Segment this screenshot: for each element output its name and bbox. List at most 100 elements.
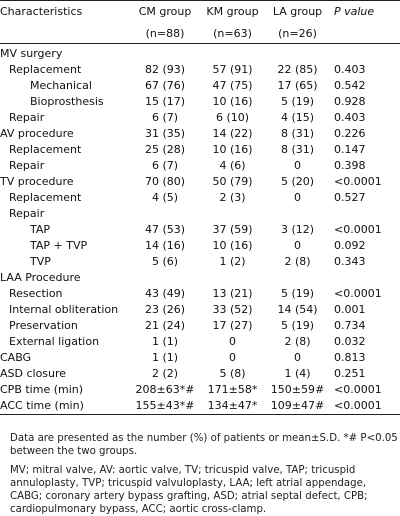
km-value: 10 (16) xyxy=(212,239,253,252)
row-label: Resection xyxy=(9,287,63,300)
la-value: 0 xyxy=(294,159,301,172)
p-value xyxy=(330,44,400,63)
table-row: Repair xyxy=(0,206,400,222)
cm-value xyxy=(130,270,200,286)
la-value: 2 (8) xyxy=(284,335,311,348)
table-row: ACC time (min) 155±43*# 134±47* 109±47# <0.0… xyxy=(0,398,400,415)
p-value: 0.928 xyxy=(334,95,366,108)
cm-value: 25 (28) xyxy=(144,143,186,156)
row-label: CPB time (min) xyxy=(0,383,84,396)
cm-value: 67 (76) xyxy=(144,79,186,92)
la-value: 150±59# xyxy=(270,383,325,396)
p-value: 0.251 xyxy=(334,367,366,380)
la-value: 0 xyxy=(294,191,301,204)
abbreviations-footnote: MV; mitral valve, AV: aortic valve, TV; … xyxy=(10,465,368,515)
la-value: 5 (19) xyxy=(280,319,315,332)
row-label: Replacement xyxy=(9,191,82,204)
row-label: Repair xyxy=(9,207,45,220)
table-row: ASD closure 2 (2) 5 (8) 1 (4) 0.251 xyxy=(0,366,400,382)
km-value: 6 (10) xyxy=(215,111,250,124)
row-label: ACC time (min) xyxy=(0,398,130,415)
table-row: CABG 1 (1) 0 0 0.813 xyxy=(0,350,400,366)
la-value: 8 (31) xyxy=(280,143,315,156)
row-label: Internal obliteration xyxy=(9,303,119,316)
la-value: 5 (19) xyxy=(280,287,315,300)
p-value: <0.0001 xyxy=(330,398,400,415)
data-footnote: Data are presented as the number (%) of … xyxy=(10,433,398,457)
header-km-group: KM group xyxy=(200,0,265,27)
km-value: 13 (21) xyxy=(212,287,253,300)
p-value: 0.092 xyxy=(334,239,366,252)
table-row: AV procedure 31 (35) 14 (22) 8 (31) 0.226 xyxy=(0,126,400,142)
p-value: <0.0001 xyxy=(334,175,382,188)
km-value: 0 xyxy=(229,351,236,364)
row-label: Bioprosthesis xyxy=(30,95,104,108)
p-value: 0.226 xyxy=(334,127,366,140)
la-value: 22 (85) xyxy=(277,63,318,76)
cm-value: 1 (1) xyxy=(151,335,179,348)
header-la-group: LA group xyxy=(265,0,330,27)
la-value: 5 (19) xyxy=(280,95,315,108)
p-value: 0.343 xyxy=(334,255,366,268)
p-value: 0.527 xyxy=(334,191,366,204)
cm-value: 2 (2) xyxy=(151,367,179,380)
row-label: Preservation xyxy=(9,319,78,332)
row-label: Repair xyxy=(9,159,45,172)
row-label: TAP + TVP xyxy=(30,239,88,252)
cm-value: 23 (26) xyxy=(144,303,186,316)
table-row: External ligation 1 (1) 0 2 (8) 0.032 xyxy=(0,334,400,350)
row-label: External ligation xyxy=(9,335,100,348)
row-label: Mechanical xyxy=(30,79,92,92)
row-label: CABG xyxy=(0,351,32,364)
table-row: Preservation 21 (24) 17 (27) 5 (19) 0.734 xyxy=(0,318,400,334)
km-value: 17 (27) xyxy=(212,319,253,332)
la-value: 14 (54) xyxy=(277,303,318,316)
km-value: 0 xyxy=(229,335,236,348)
km-value: 2 (3) xyxy=(219,191,246,204)
p-value: <0.0001 xyxy=(334,383,382,396)
km-value: 37 (59) xyxy=(212,223,253,236)
cm-value: 31 (35) xyxy=(144,127,186,140)
cm-value: 82 (93) xyxy=(144,63,186,76)
la-value: 0 xyxy=(294,239,301,252)
results-table: Characteristics CM group KM group LA gro… xyxy=(0,0,400,415)
la-value xyxy=(265,44,330,63)
header-km-n: (n=63) xyxy=(200,27,265,44)
cm-value: 70 (80) xyxy=(144,175,186,188)
cm-value: 47 (53) xyxy=(144,223,186,236)
la-value xyxy=(265,206,330,222)
cm-value: 6 (7) xyxy=(151,111,179,124)
header-characteristics: Characteristics xyxy=(0,0,130,27)
p-value: 0.734 xyxy=(334,319,366,332)
p-value: 0.813 xyxy=(334,351,366,364)
km-value: 47 (75) xyxy=(212,79,253,92)
header-la-n: (n=26) xyxy=(265,27,330,44)
la-value: 0 xyxy=(294,351,301,364)
table-row: Resection 43 (49) 13 (21) 5 (19) <0.0001 xyxy=(0,286,400,302)
la-value: 17 (65) xyxy=(277,79,318,92)
row-label: TV procedure xyxy=(0,175,74,188)
table-row: Replacement 25 (28) 10 (16) 8 (31) 0.147 xyxy=(0,142,400,158)
header-p-value: P value xyxy=(330,0,400,27)
row-label: TVP xyxy=(30,255,51,268)
table-row: Replacement 4 (5) 2 (3) 0 0.527 xyxy=(0,190,400,206)
la-value xyxy=(265,270,330,286)
la-value: 8 (31) xyxy=(280,127,315,140)
p-value xyxy=(330,206,400,222)
cm-value xyxy=(130,206,200,222)
p-value: <0.0001 xyxy=(334,287,382,300)
p-value: 0.001 xyxy=(334,303,366,316)
table-row: Repair 6 (7) 6 (10) 4 (15) 0.403 xyxy=(0,110,400,126)
table-row: MV surgery xyxy=(0,44,400,63)
cm-value xyxy=(130,44,200,63)
km-value: 14 (22) xyxy=(212,127,253,140)
row-label: LAA Procedure xyxy=(0,271,81,284)
km-value: 5 (8) xyxy=(219,367,246,380)
row-label: AV procedure xyxy=(0,127,74,140)
cm-value: 14 (16) xyxy=(144,239,186,252)
row-label: ASD closure xyxy=(0,367,67,380)
la-value: 109±47# xyxy=(265,398,330,415)
table-row: Repair 6 (7) 4 (6) 0 0.398 xyxy=(0,158,400,174)
cm-value: 4 (5) xyxy=(151,191,179,204)
